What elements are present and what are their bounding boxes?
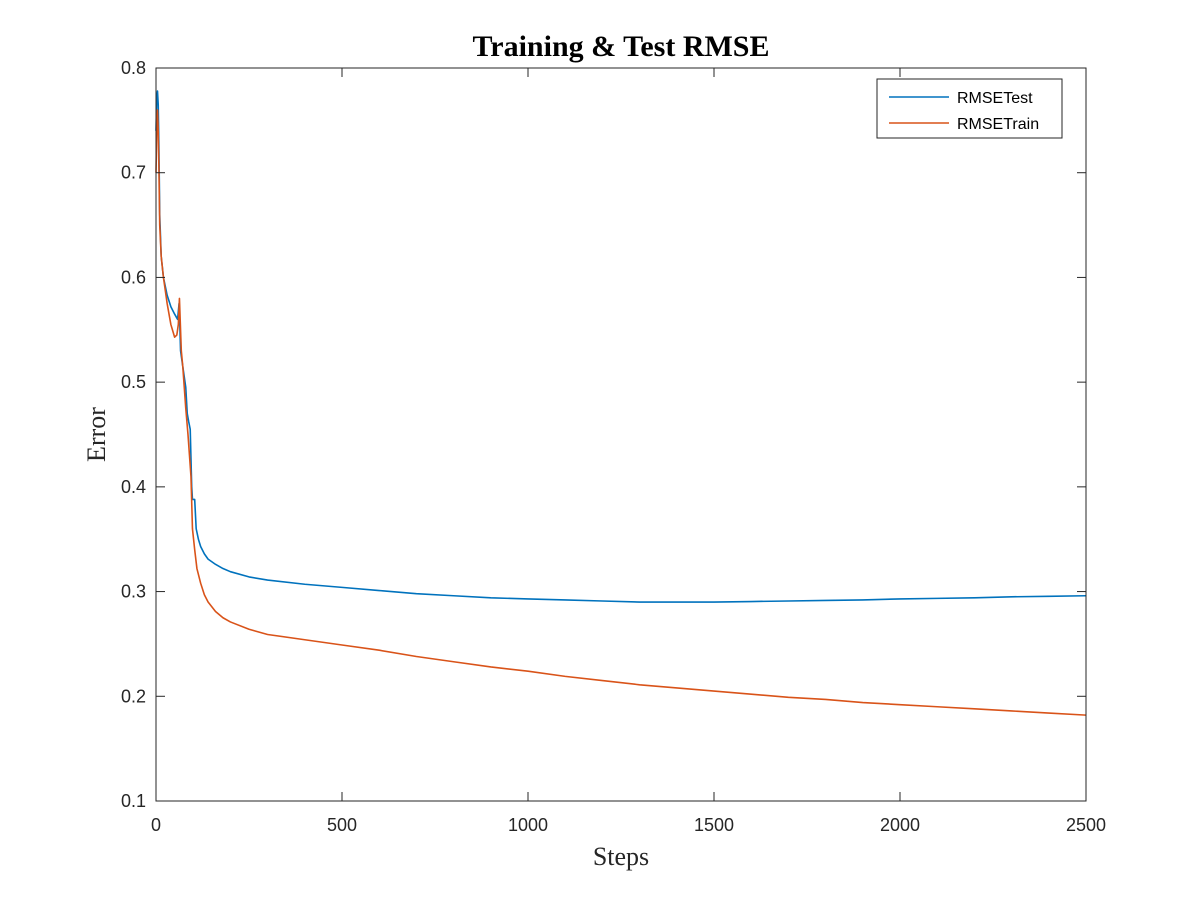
y-tick-label: 0.1 (121, 791, 146, 811)
x-axis-label: Steps (593, 842, 649, 871)
legend-box (876, 78, 1063, 139)
chart-title: Training & Test RMSE (473, 30, 770, 63)
y-tick-label: 0.2 (121, 686, 146, 706)
y-tick-label: 0.6 (121, 267, 146, 287)
x-tick-label: 2500 (1066, 815, 1106, 835)
x-tick-label: 2000 (880, 815, 920, 835)
y-axis-label: Error (82, 407, 111, 462)
y-tick-label: 0.5 (121, 372, 146, 392)
series-line-rmsetest (155, 90, 1087, 603)
series-line-rmsetrain (155, 109, 1087, 716)
x-tick-label: 1500 (694, 815, 734, 835)
y-tick-label: 0.7 (121, 163, 146, 183)
legend: RMSETest RMSETrain (876, 78, 1063, 139)
legend-label: RMSETest (957, 90, 1033, 107)
legend-label: RMSETrain (957, 116, 1039, 133)
plot-frame (155, 67, 1087, 802)
y-tick-label: 0.3 (121, 582, 146, 602)
x-tick-label: 1000 (508, 815, 548, 835)
y-tick-label: 0.4 (121, 477, 146, 497)
plot-area (156, 68, 1086, 801)
x-tick-label: 0 (151, 815, 161, 835)
ticks-layer: 0 500 1000 1500 2000 2500 0.1 0.2 0.3 0.4 0.5 0.6 0.… (121, 58, 1106, 835)
series-layer (155, 90, 1087, 716)
y-tick-label: 0.8 (121, 58, 146, 78)
x-tick-label: 500 (327, 815, 357, 835)
